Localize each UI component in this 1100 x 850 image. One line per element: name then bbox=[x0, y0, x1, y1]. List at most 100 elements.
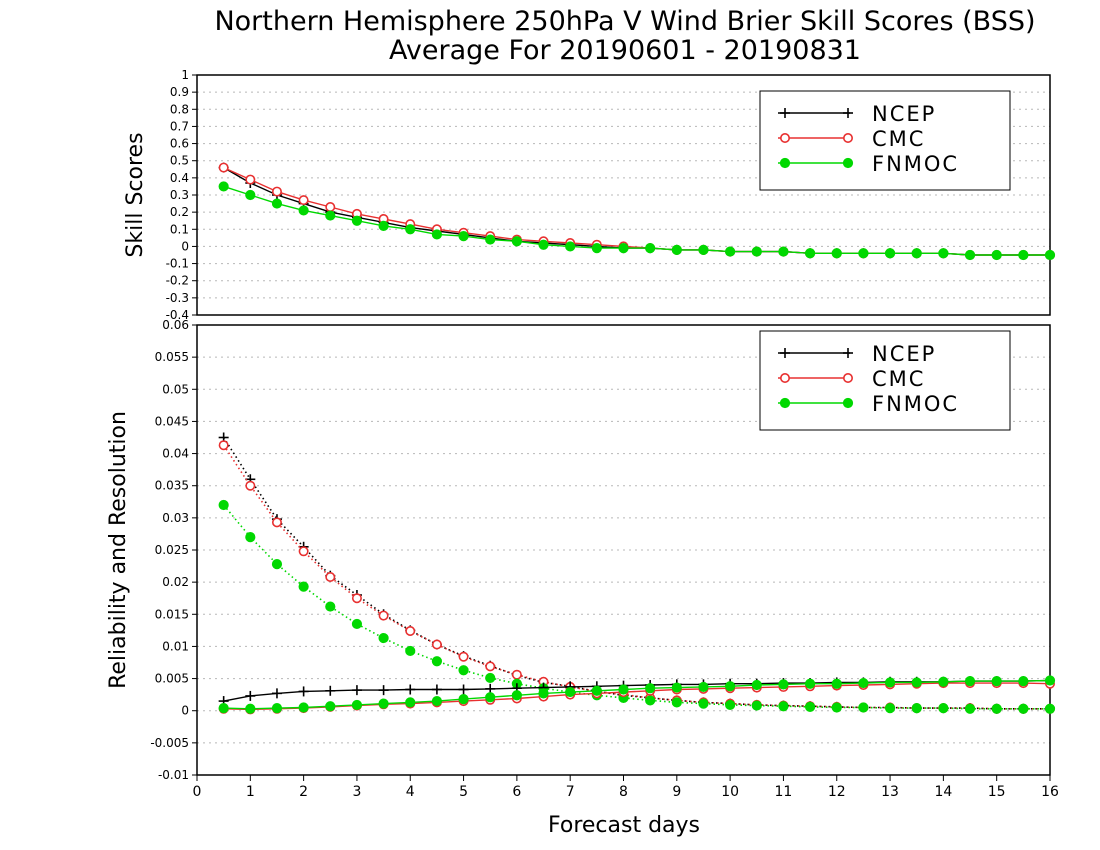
data-point bbox=[405, 224, 416, 235]
data-point bbox=[405, 625, 416, 636]
data-point bbox=[938, 248, 949, 259]
data-point bbox=[351, 593, 362, 604]
data-point bbox=[671, 682, 682, 693]
data-point bbox=[911, 677, 922, 688]
y-tick-label: 0.035 bbox=[155, 479, 189, 493]
data-point bbox=[698, 681, 709, 693]
data-point bbox=[378, 632, 389, 644]
data-point bbox=[804, 678, 816, 689]
x-tick-label: 6 bbox=[512, 784, 521, 800]
y-tick-label: 0.2 bbox=[170, 205, 189, 219]
data-point bbox=[431, 229, 443, 240]
data-point bbox=[325, 210, 336, 221]
legend-label: FNMOC bbox=[872, 392, 959, 416]
data-point bbox=[351, 699, 363, 711]
data-point bbox=[725, 681, 736, 692]
data-point bbox=[831, 248, 842, 259]
data-point bbox=[218, 703, 229, 714]
data-point bbox=[351, 215, 363, 226]
data-point bbox=[884, 703, 896, 714]
x-tick-label: 0 bbox=[193, 784, 202, 800]
y-tick-label: 0.6 bbox=[170, 137, 189, 151]
data-point bbox=[245, 690, 256, 701]
x-tick-label: 15 bbox=[988, 784, 1006, 800]
data-point bbox=[778, 679, 789, 690]
data-point bbox=[751, 700, 762, 711]
y-tick-label: 0.005 bbox=[155, 672, 189, 686]
x-tick-label: 10 bbox=[721, 784, 739, 800]
legend-marker bbox=[842, 372, 853, 383]
y-tick-label: 0.3 bbox=[170, 188, 189, 202]
data-point bbox=[884, 677, 896, 688]
data-point bbox=[378, 220, 389, 231]
data-point bbox=[351, 685, 362, 696]
y-tick-label: 0.02 bbox=[162, 575, 189, 589]
legend-marker bbox=[779, 157, 791, 169]
data-point bbox=[1018, 249, 1029, 261]
data-point bbox=[378, 685, 389, 696]
data-point bbox=[671, 244, 682, 255]
data-point bbox=[325, 701, 336, 712]
data-point bbox=[991, 249, 1002, 261]
data-point bbox=[271, 198, 283, 209]
y-tick-label: 0.045 bbox=[155, 414, 189, 428]
data-point bbox=[405, 645, 416, 657]
data-point bbox=[565, 686, 576, 698]
y-tick-label: 0.055 bbox=[155, 350, 189, 364]
y-tick-label: 0.05 bbox=[162, 382, 189, 396]
data-point bbox=[778, 246, 789, 257]
legend-label: CMC bbox=[872, 127, 925, 151]
legend-marker bbox=[842, 133, 853, 144]
y-tick-label: -0.1 bbox=[166, 257, 189, 271]
legend-box bbox=[759, 330, 1011, 431]
data-point bbox=[964, 249, 976, 261]
data-point bbox=[218, 181, 229, 192]
x-tick-label: 1 bbox=[246, 784, 255, 800]
data-point bbox=[431, 684, 442, 695]
data-point bbox=[431, 639, 442, 650]
data-point bbox=[938, 676, 949, 687]
data-point bbox=[1018, 703, 1029, 714]
y-tick-label: 0 bbox=[181, 239, 189, 253]
x-tick-label: 12 bbox=[828, 784, 846, 800]
legend-label: FNMOC bbox=[872, 152, 959, 176]
data-point bbox=[298, 195, 309, 206]
data-point bbox=[485, 234, 496, 245]
data-point bbox=[618, 684, 629, 695]
y-tick-label: 0.04 bbox=[162, 447, 189, 461]
series-line bbox=[223, 444, 1050, 710]
data-point bbox=[1044, 675, 1056, 686]
data-point bbox=[858, 677, 869, 689]
legend-marker bbox=[842, 157, 854, 169]
data-point bbox=[218, 440, 229, 451]
x-tick-label: 14 bbox=[934, 784, 952, 800]
y-tick-label: 0.7 bbox=[170, 119, 189, 133]
data-point bbox=[298, 702, 309, 713]
y-tick-label: 0.025 bbox=[155, 543, 189, 557]
data-point bbox=[378, 610, 389, 621]
x-tick-label: 5 bbox=[459, 784, 468, 800]
legend-label: CMC bbox=[872, 367, 925, 391]
data-point bbox=[511, 669, 522, 680]
legend-marker bbox=[779, 133, 790, 144]
skill-scores-panel: 1 0.9 0.8 0.7 0.6 0.5 0.4 0.3 0.2 0.1 0 -0.1 -0.2 -0.… bbox=[166, 68, 1056, 322]
y-tick-label: 0 bbox=[181, 704, 189, 718]
data-point bbox=[778, 701, 789, 712]
data-point bbox=[325, 202, 336, 213]
data-point bbox=[271, 688, 282, 699]
data-point bbox=[325, 601, 336, 612]
data-point bbox=[271, 703, 283, 714]
data-point bbox=[618, 243, 629, 254]
data-point bbox=[1044, 249, 1056, 261]
data-point bbox=[218, 162, 229, 173]
x-tick-label: 11 bbox=[775, 784, 793, 800]
x-tick-label: 3 bbox=[352, 784, 361, 800]
y-tick-label: 0.1 bbox=[170, 222, 189, 236]
data-point bbox=[1044, 703, 1056, 714]
data-point bbox=[751, 246, 762, 257]
data-point bbox=[964, 703, 976, 714]
y-tick-label: 0.06 bbox=[162, 318, 189, 332]
data-point bbox=[725, 246, 736, 257]
